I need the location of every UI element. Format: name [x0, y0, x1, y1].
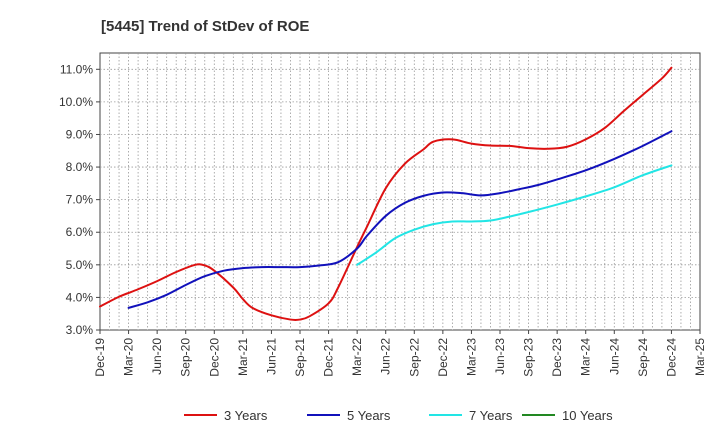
- x-tick-label: Mar-25: [693, 338, 707, 376]
- x-tick-label: Sep-24: [636, 338, 650, 377]
- x-tick-label: Mar-23: [464, 338, 478, 376]
- x-tick-label: Dec-23: [550, 338, 564, 377]
- x-tick-label: Jun-23: [493, 338, 507, 375]
- legend-label-3-years: 3 Years: [224, 408, 268, 423]
- x-axis-ticks: Dec-19 Mar-20 Jun-20 Sep-20 Dec-20 Mar-21 Jun-…: [93, 330, 707, 377]
- series-line-7-years: [356, 164, 673, 266]
- x-tick-label: Dec-20: [207, 338, 221, 377]
- grid-lines: [100, 53, 700, 330]
- x-tick-label: Sep-21: [293, 338, 307, 377]
- y-tick-label: 3.0%: [66, 323, 94, 337]
- plot-area: [99, 52, 701, 331]
- x-tick-label: Mar-21: [236, 338, 250, 376]
- x-tick-label: Jun-20: [150, 338, 164, 375]
- x-tick-label: Sep-23: [522, 338, 536, 377]
- y-tick-label: 8.0%: [66, 160, 94, 174]
- y-tick-label: 7.0%: [66, 193, 94, 207]
- legend: 3 Years 5 Years 7 Years 10 Years: [184, 408, 613, 423]
- y-axis-ticks: 3.0% 4.0% 5.0% 6.0% 7.0% 8.0% 9.0% 10.0% 11.0%: [59, 62, 100, 337]
- x-tick-label: Mar-24: [579, 338, 593, 376]
- legend-label-7-years: 7 Years: [469, 408, 513, 423]
- x-tick-label: Sep-20: [179, 338, 193, 377]
- legend-label-5-years: 5 Years: [347, 408, 391, 423]
- x-tick-label: Dec-21: [322, 338, 336, 377]
- series-line-5-years: [127, 130, 673, 309]
- y-tick-label: 9.0%: [66, 127, 94, 141]
- x-tick-label: Jun-24: [607, 338, 621, 375]
- x-tick-label: Jun-22: [379, 338, 393, 375]
- legend-label-10-years: 10 Years: [562, 408, 613, 423]
- y-tick-label: 4.0%: [66, 290, 94, 304]
- y-tick-label: 11.0%: [60, 62, 93, 76]
- x-tick-label: Mar-20: [122, 338, 136, 376]
- y-tick-label: 6.0%: [66, 225, 94, 239]
- x-tick-label: Sep-22: [407, 338, 421, 377]
- series-lines: [99, 66, 673, 322]
- y-tick-label: 5.0%: [66, 258, 94, 272]
- x-tick-label: Mar-22: [350, 338, 364, 376]
- x-tick-label: Jun-21: [264, 338, 278, 375]
- y-tick-label: 10.0%: [59, 95, 93, 109]
- series-line-3-years: [99, 66, 673, 322]
- x-tick-label: Dec-22: [436, 338, 450, 377]
- x-tick-label: Dec-19: [93, 338, 107, 377]
- x-tick-label: Dec-24: [664, 338, 678, 377]
- chart-title: [5445] Trend of StDev of ROE: [101, 18, 309, 35]
